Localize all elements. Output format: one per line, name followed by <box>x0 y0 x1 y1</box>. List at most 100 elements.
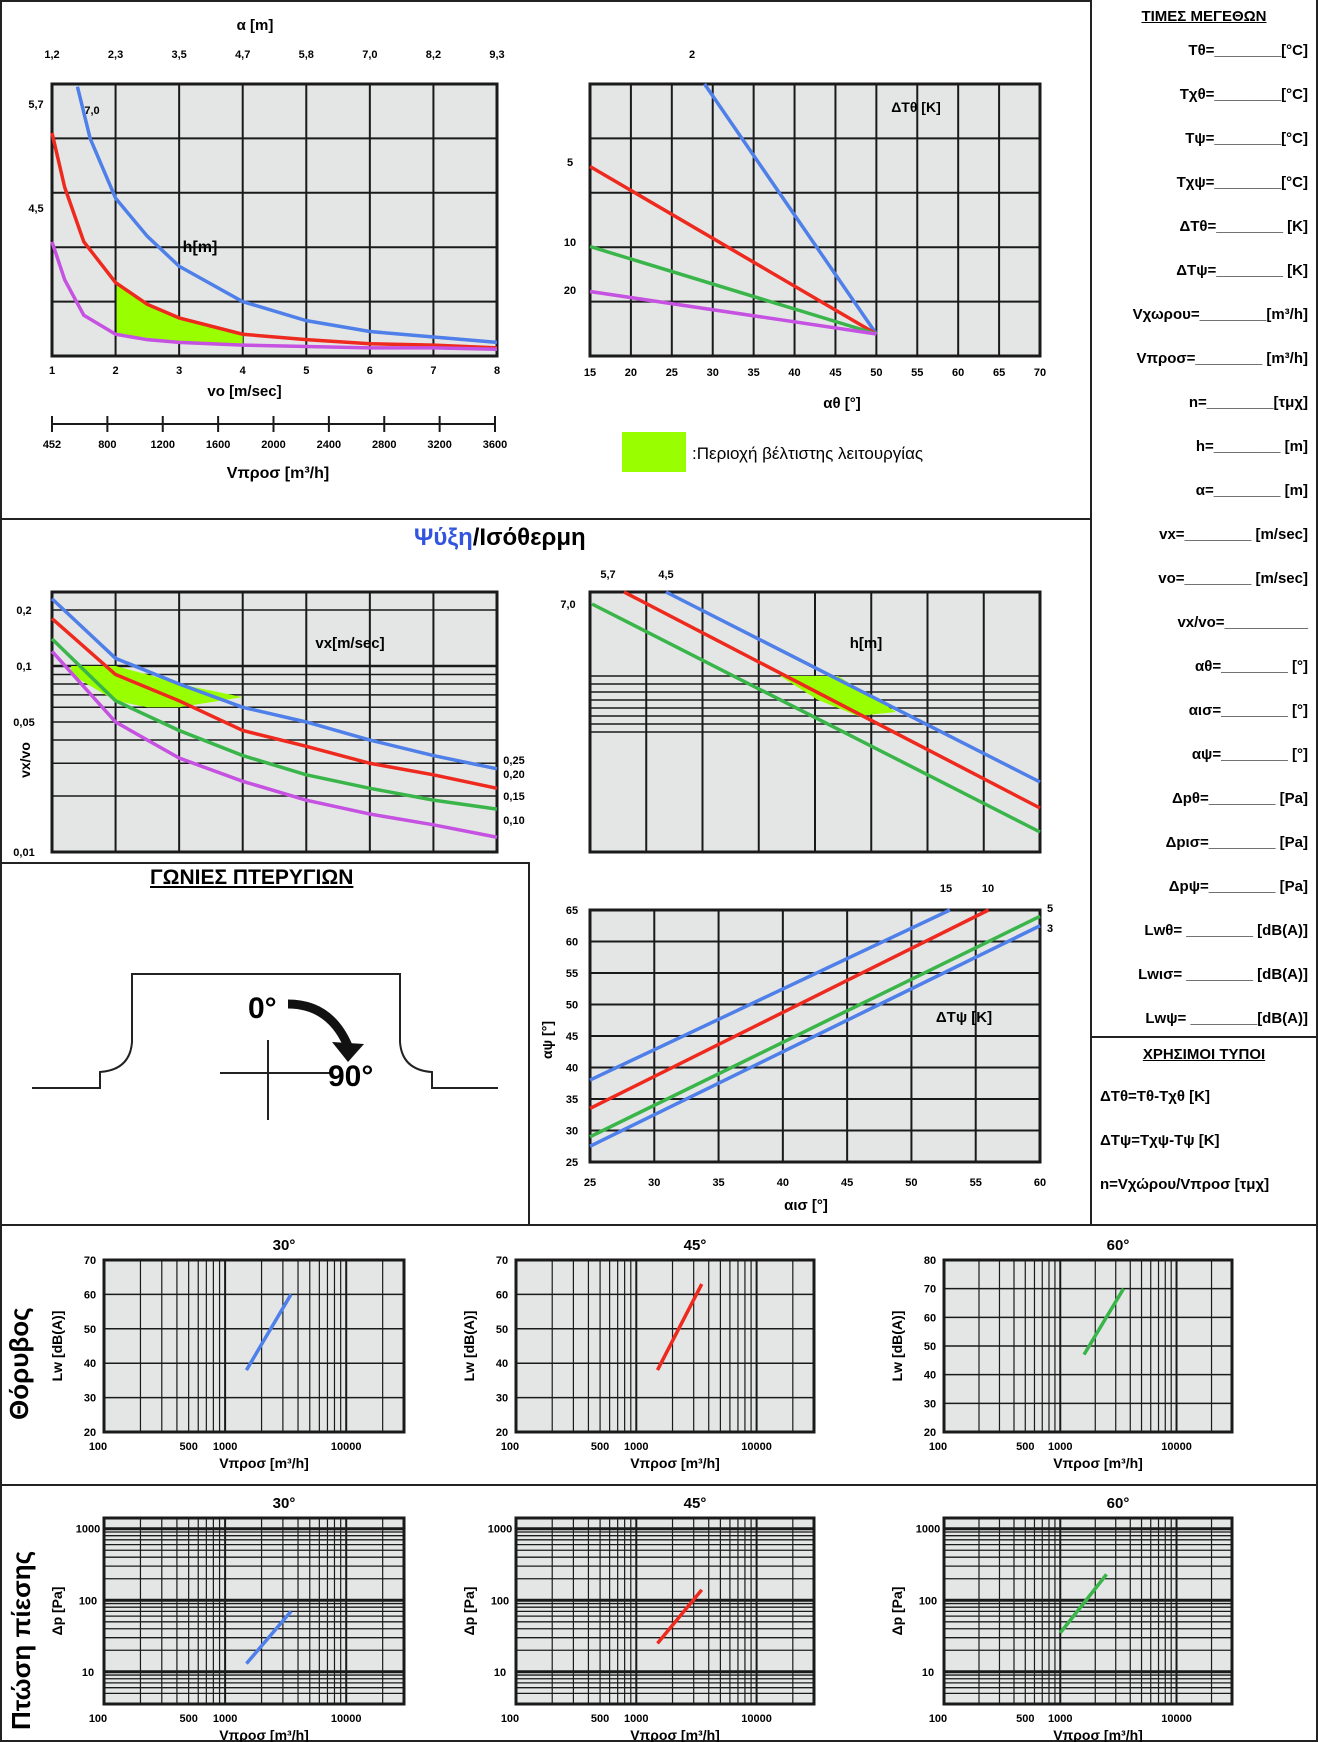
dp_45-x-tick: 1000 <box>624 1713 648 1725</box>
noise_60-x-tick: 100 <box>929 1441 947 1453</box>
dp_60-y-tick: 100 <box>919 1595 937 1607</box>
vxvo-series-label: 0,20 <box>503 769 524 781</box>
throw-x-tick: 6 <box>367 365 373 377</box>
noise_45-plot-area <box>514 1258 816 1434</box>
value-row: Vπροσ=________ [m³/h] <box>1136 350 1308 367</box>
noise_60-y-label: Lw [dB(A)] <box>889 1311 905 1382</box>
cooling-x-tick: 55 <box>970 1177 982 1189</box>
second-axis-tick-label: 2400 <box>317 439 341 451</box>
heating-x-tick: 60 <box>952 367 964 379</box>
dp_45-x-label: Vπροσ [m³/h] <box>630 1727 720 1742</box>
noise_45-x-label: Vπροσ [m³/h] <box>630 1455 720 1471</box>
value-row: Lwψ= ________[dB(A)] <box>1145 1010 1308 1027</box>
throw-x-tick: 3 <box>176 365 182 377</box>
vxvo-y-tick: 0,1 <box>16 661 31 673</box>
noise_45-y-tick: 20 <box>496 1427 508 1439</box>
noise_45-y-tick: 70 <box>496 1255 508 1267</box>
noise_30-y-label: Lw [dB(A)] <box>49 1311 65 1382</box>
noise_60-x-tick: 1000 <box>1048 1441 1072 1453</box>
dp_30-x-tick: 10000 <box>331 1713 362 1725</box>
formula-dT-heating: ΔTθ=Tθ-Tχθ [K] <box>1100 1088 1210 1105</box>
dp_45-x-tick: 100 <box>501 1713 519 1725</box>
value-row: vx=________ [m/sec] <box>1159 526 1308 543</box>
heating-x-tick: 30 <box>707 367 719 379</box>
dp_60-x-tick: 1000 <box>1048 1713 1072 1725</box>
throw-x-tick: 4 <box>240 365 247 377</box>
formulas-title: ΧΡΗΣΙΜΟΙ ΤΥΠΟΙ <box>1142 1046 1266 1063</box>
throw-top-label: α [m] <box>237 17 274 34</box>
dp_30-x-tick: 100 <box>89 1713 107 1725</box>
noise_45-x-tick: 10000 <box>741 1441 772 1453</box>
vxvo-series-blue <box>50 597 498 771</box>
cooling-y-tick: 40 <box>566 1063 578 1075</box>
noise_45-x-tick: 500 <box>591 1441 609 1453</box>
value-row: vx/vo=__________ <box>1177 614 1308 631</box>
throw-top-tick: 7,0 <box>362 49 377 61</box>
noise_60-y-tick: 80 <box>924 1255 936 1267</box>
throw-series-purple <box>50 241 498 351</box>
noise_45-title: 45° <box>684 1237 707 1254</box>
noise_60-x-tick: 500 <box>1016 1441 1034 1453</box>
pressure-row-frame <box>0 1484 1318 1742</box>
dp_45-x-tick: 500 <box>591 1713 609 1725</box>
vanes-angle0: 0° <box>248 992 277 1025</box>
dp_60-title: 60° <box>1107 1495 1130 1512</box>
throw-x-tick: 5 <box>303 365 309 377</box>
heating-annotation: ΔTθ [K] <box>891 99 941 115</box>
cooling-series-label: 15 <box>940 883 952 895</box>
noise_30-x-tick: 10000 <box>331 1441 362 1453</box>
section-title-isothermal: /Ισόθερμη <box>472 524 586 551</box>
dp_30-title: 30° <box>273 1495 296 1512</box>
vxvo-series-purple <box>50 650 498 839</box>
second-axis-tick-label: 1200 <box>151 439 175 451</box>
value-row: Lwθ= ________ [dB(A)] <box>1144 922 1308 939</box>
vanes-diagram: 0° 90° <box>32 973 498 1120</box>
cooling-series-0 <box>589 908 951 1082</box>
value-row: Tχθ=________[°C] <box>1179 86 1308 103</box>
value-row: Tχψ=________[°C] <box>1176 174 1308 191</box>
cooling-y-tick: 55 <box>566 968 578 980</box>
legend-optimal-text: :Περιοχή βέλτιστης λειτουργίας <box>692 444 924 463</box>
second-axis-tick-label: 452 <box>43 439 61 451</box>
cooling-series-2 <box>589 914 1041 1139</box>
h-series-green <box>591 602 1041 834</box>
cooling-y-label: αψ [°] <box>539 1021 555 1059</box>
value-row: ΔTθ=________ [K] <box>1179 218 1308 235</box>
noise_60-x-tick: 10000 <box>1161 1441 1192 1453</box>
dp_60-y-tick: 1000 <box>916 1524 940 1536</box>
noise_60-y-tick: 70 <box>924 1284 936 1296</box>
value-row: αθ=________ [°] <box>1195 658 1308 675</box>
noise_45-y-tick: 60 <box>496 1289 508 1301</box>
throw-top-tick: 4,7 <box>235 49 250 61</box>
throw-series-blue <box>75 86 498 345</box>
cooling-series-label: 10 <box>982 883 994 895</box>
noise_30-y-tick: 50 <box>84 1324 96 1336</box>
vxvo-series-label: 0,25 <box>503 755 524 767</box>
noise_30-title: 30° <box>273 1237 296 1254</box>
throw-left-label: 4,5 <box>28 203 43 215</box>
dp_60-y-tick: 10 <box>922 1667 934 1679</box>
h-top-label: 4,5 <box>658 569 673 581</box>
second-axis-tick-label: 3200 <box>427 439 451 451</box>
cooling-y-tick: 25 <box>566 1157 578 1169</box>
cooling-x-tick: 30 <box>648 1177 660 1189</box>
section-title-cooling: Ψύξη <box>414 524 473 551</box>
cooling-y-tick: 30 <box>566 1126 578 1138</box>
noise_45-y-tick: 30 <box>496 1393 508 1405</box>
throw-x-tick: 7 <box>430 365 436 377</box>
noise_45-y-tick: 40 <box>496 1358 508 1370</box>
heating-series-label: 20 <box>564 285 576 297</box>
dp_30-y-label: Δp [Pa] <box>49 1587 65 1636</box>
dp_45-y-label: Δp [Pa] <box>461 1587 477 1636</box>
cooling-y-tick: 65 <box>566 905 578 917</box>
noise_30-x-label: Vπροσ [m³/h] <box>219 1455 309 1471</box>
optimal-region <box>115 282 243 346</box>
heating-series-label: 10 <box>564 237 576 249</box>
throw-x-tick: 1 <box>49 365 55 377</box>
noise_60-x-label: Vπροσ [m³/h] <box>1053 1455 1143 1471</box>
cooling-annotation: ΔTψ [K] <box>936 1009 992 1026</box>
heating-plot-area <box>588 82 1042 358</box>
dp_60-series <box>1058 1573 1108 1634</box>
value-row: αισ=________ [°] <box>1188 702 1308 719</box>
value-row: Δpψ=________ [Pa] <box>1168 878 1308 895</box>
